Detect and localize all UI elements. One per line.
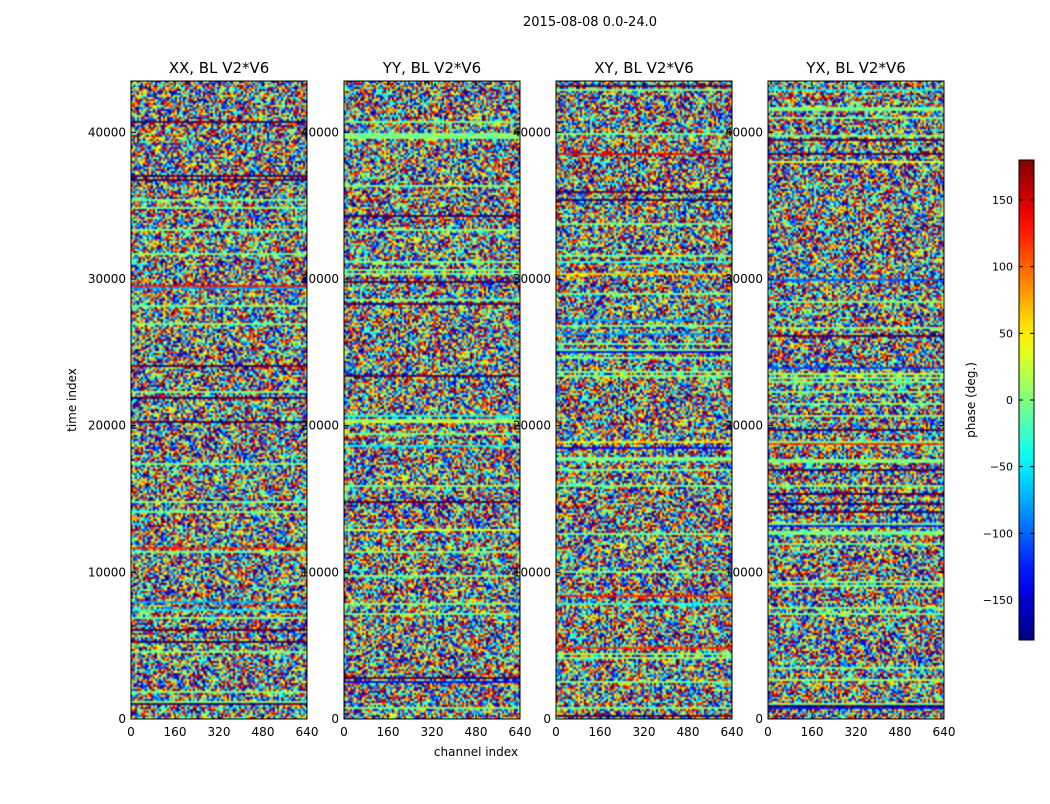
x-tick-label-2-0: 0: [552, 725, 560, 739]
y-tick-label-1-1: 10000: [301, 565, 339, 579]
x-tick-label-1-3: 480: [465, 725, 488, 739]
y-tick-label-2-1: 10000: [513, 565, 551, 579]
x-tick-label-0-3: 480: [252, 725, 275, 739]
y-tick-label-0-1: 10000: [88, 565, 126, 579]
x-tick-label-1-1: 160: [377, 725, 400, 739]
y-tick-label-2-2: 20000: [513, 419, 551, 433]
y-tick-label-2-0: 0: [543, 712, 551, 726]
y-tick-label-1-2: 20000: [301, 419, 339, 433]
y-tick-label-1-0: 0: [331, 712, 339, 726]
x-tick-label-3-3: 480: [889, 725, 912, 739]
x-tick-label-3-1: 160: [801, 725, 824, 739]
x-tick-label-3-2: 320: [845, 725, 868, 739]
x-tick-label-0-1: 160: [164, 725, 187, 739]
x-tick-label-3-0: 0: [764, 725, 772, 739]
figure-title: 2015-08-08 0.0-24.0: [523, 15, 657, 30]
colorbar-tick-label-5: 100: [992, 261, 1013, 274]
x-tick-label-2-2: 320: [633, 725, 656, 739]
x-tick-label-0-2: 320: [208, 725, 231, 739]
panel-title-0: XX, BL V2*V6: [169, 59, 270, 77]
x-tick-label-3-4: 640: [933, 725, 956, 739]
colorbar-tick-label-2: −50: [990, 461, 1013, 474]
y-tick-label-0-2: 20000: [88, 419, 126, 433]
y-tick-label-2-3: 30000: [513, 272, 551, 286]
y-tick-label-1-3: 30000: [301, 272, 339, 286]
x-tick-label-1-0: 0: [340, 725, 348, 739]
x-tick-label-2-3: 480: [677, 725, 700, 739]
x-tick-label-1-4: 640: [509, 725, 532, 739]
colorbar: −150 −100 −50 0 50 100 150 phase (deg.): [964, 159, 1035, 641]
panel-heatmap-1: [344, 81, 520, 719]
colorbar-tick-label-4: 50: [999, 327, 1013, 340]
y-tick-label-3-0: 0: [755, 712, 763, 726]
x-tick-label-1-2: 320: [421, 725, 444, 739]
y-tick-label-3-3: 30000: [725, 272, 763, 286]
y-tick-label-2-4: 40000: [513, 125, 551, 139]
y-tick-label-0-3: 30000: [88, 272, 126, 286]
panel-heatmap-0: [131, 81, 307, 719]
panel-heatmap-3: [768, 81, 944, 719]
panels-group: XX, BL V2*V6 0 160 320 480 640 0 10000 20000 3000…: [65, 59, 955, 759]
y-tick-label-3-1: 10000: [725, 565, 763, 579]
panel-title-2: XY, BL V2*V6: [594, 59, 694, 77]
y-tick-label-1-4: 40000: [301, 125, 339, 139]
y-axis-label: time index: [65, 368, 79, 432]
panel-2: XY, BL V2*V6 0 160 320 480 640 0 10000 20000 3000…: [513, 59, 744, 739]
colorbar-tick-label-1: −100: [983, 527, 1013, 540]
panel-title-3: YX, BL V2*V6: [805, 59, 906, 77]
colorbar-label: phase (deg.): [964, 362, 978, 438]
x-tick-label-0-4: 640: [296, 725, 319, 739]
panel-0: XX, BL V2*V6 0 160 320 480 640 0 10000 20000 3000…: [88, 59, 319, 739]
colorbar-tick-label-6: 150: [992, 194, 1013, 207]
x-tick-label-0-0: 0: [127, 725, 135, 739]
panel-1: YY, BL V2*V6 0 160 320 480 640 0 10000 20000 3000…: [301, 59, 532, 739]
y-tick-label-0-0: 0: [118, 712, 126, 726]
colorbar-tick-label-0: −150: [983, 594, 1013, 607]
panel-title-1: YY, BL V2*V6: [382, 59, 481, 77]
y-tick-label-0-4: 40000: [88, 125, 126, 139]
y-tick-label-3-4: 40000: [725, 125, 763, 139]
x-tick-label-2-4: 640: [721, 725, 744, 739]
panel-heatmap-2: [556, 81, 732, 719]
colorbar-tick-label-3: 0: [1006, 394, 1013, 407]
x-tick-label-2-1: 160: [589, 725, 612, 739]
y-tick-label-3-2: 20000: [725, 419, 763, 433]
x-axis-label: channel index: [434, 745, 518, 759]
panel-3: YX, BL V2*V6 0 160 320 480 640 0 10000 20000 3000…: [725, 59, 956, 739]
